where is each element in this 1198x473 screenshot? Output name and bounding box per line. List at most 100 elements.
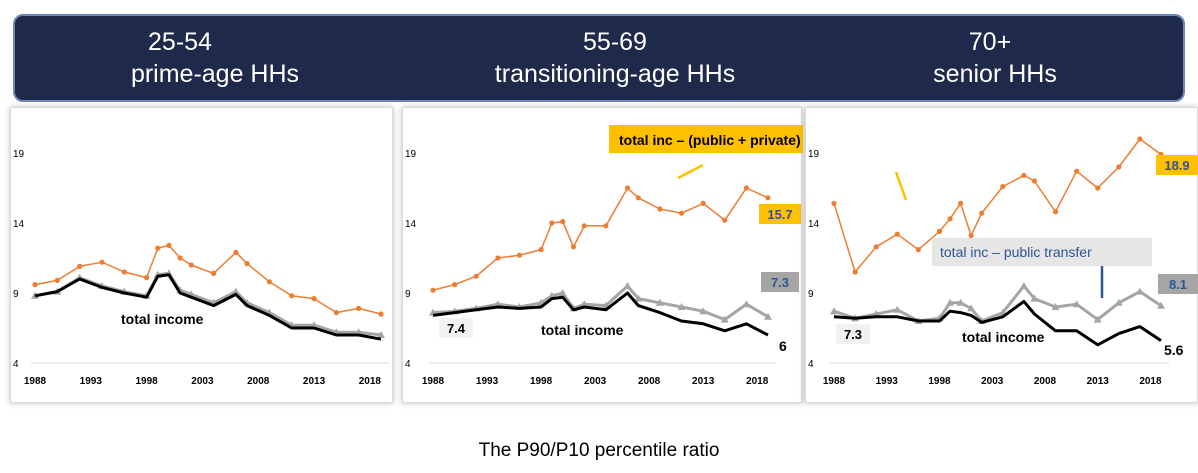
orange-series-point (99, 259, 105, 265)
orange-series-point (570, 244, 577, 250)
x-tick-label: 2008 (1034, 376, 1057, 387)
orange-series-point (1052, 209, 1059, 215)
orange-series-point (144, 275, 150, 281)
orange-series-point (538, 247, 544, 253)
chart-transitioning-age: 4 9 14 19 1988 1993 1998 2003 2008 2013 2018 total … (405, 125, 931, 387)
x-tick-label: 2018 (1139, 376, 1162, 387)
orange-series-point (311, 296, 317, 302)
orange-series-point (1031, 178, 1038, 184)
group-age-range: 25-54 (148, 28, 212, 56)
y-tick-label: 4 (13, 359, 19, 370)
y-tick-label: 14 (808, 219, 820, 230)
group-label: senior HHs (933, 60, 1057, 88)
orange-series-point (1137, 136, 1143, 142)
gray-series-point (377, 331, 385, 338)
x-tick-label: 1993 (80, 376, 103, 387)
callout-arrow (894, 171, 908, 201)
group-label: prime-age HHs (130, 60, 300, 88)
orange-series-line (432, 187, 769, 291)
group-age-range: 70+ (968, 28, 1012, 56)
orange-series-point (155, 245, 161, 251)
gray-series-point (1114, 298, 1123, 306)
orange-series-point (915, 247, 921, 253)
gray-series-point (231, 287, 240, 295)
gray-series-point (742, 300, 751, 308)
x-tick-label: 2003 (584, 376, 607, 387)
start-value-black-box (439, 318, 473, 338)
orange-series-point (356, 305, 362, 311)
start-value-black: 7.3 (844, 327, 862, 342)
gray-series-point (634, 294, 643, 302)
end-value-orange: 15.7 (767, 207, 792, 222)
gray-series-point (967, 304, 976, 312)
gray-series-point (677, 303, 686, 310)
gray-series-point (893, 305, 902, 313)
group-heading-transitioning-age: 55-69 transitioning-age HHs (475, 26, 755, 90)
orange-series-point (1095, 185, 1101, 191)
gray-series-point (946, 298, 955, 306)
gray-series-point (1051, 303, 1060, 310)
end-value-black: 6 (779, 338, 787, 354)
end-value-gray: 7.3 (771, 275, 789, 290)
transfer-callout-label: total inc – (public + private) transfer (619, 132, 803, 148)
orange-series-point (678, 210, 685, 216)
gray-series-point (830, 307, 838, 315)
group-heading-senior: 70+ senior HHs (895, 26, 1095, 90)
orange-series-point (603, 223, 609, 229)
orange-series-point (54, 277, 60, 283)
x-tick-label: 1993 (876, 376, 899, 387)
orange-series-point (635, 195, 641, 201)
end-value-black: 5.6 (1164, 342, 1184, 358)
x-tick-label: 1988 (422, 376, 445, 387)
end-value-gray-box (761, 272, 799, 292)
orange-series-point (852, 269, 858, 275)
end-value-orange-box (759, 204, 801, 224)
x-tick-label: 1988 (823, 376, 846, 387)
y-tick-label: 4 (405, 359, 411, 370)
orange-series-point (1074, 168, 1080, 174)
y-tick-label: 4 (808, 359, 814, 370)
orange-series-point (166, 242, 172, 248)
gray-series-point (872, 310, 881, 317)
orange-series-point (947, 216, 953, 222)
orange-series-point (452, 282, 458, 288)
x-tick-label: 2018 (746, 376, 769, 387)
orange-series-point (968, 233, 974, 239)
orange-series-point (378, 311, 384, 317)
x-tick-label: 2008 (247, 376, 270, 387)
orange-series-point (244, 261, 250, 267)
orange-series-point (233, 249, 239, 255)
orange-series-point (1021, 172, 1027, 178)
x-tick-label: 2003 (191, 376, 214, 387)
y-tick-label: 14 (13, 219, 25, 230)
gray-series-point (1157, 301, 1165, 309)
y-tick-label: 9 (405, 289, 411, 300)
x-tick-label: 2008 (638, 376, 661, 387)
orange-series-point (266, 279, 272, 285)
gray-series-point (764, 312, 772, 320)
x-tick-label: 2013 (1087, 376, 1110, 387)
age-group-banner: 25-54 prime-age HHs 55-69 transitioning-… (13, 14, 1185, 102)
group-heading-prime-age: 25-54 prime-age HHs (95, 26, 335, 90)
x-tick-label: 1998 (530, 376, 553, 387)
x-tick-label: 2013 (692, 376, 715, 387)
gray-series-point (310, 321, 319, 329)
y-tick-label: 19 (13, 149, 25, 160)
x-tick-label: 1993 (476, 376, 499, 387)
orange-series-point (121, 269, 127, 275)
orange-series-point (722, 217, 728, 223)
y-tick-label: 9 (808, 289, 814, 300)
chart-panel-prime-age: 4 9 14 19 1988 1993 1998 2003 2008 2013 2018 total … (10, 107, 393, 403)
y-tick-label: 19 (808, 149, 820, 160)
chart-panel-senior: 4 9 14 19 1988 1993 1998 2003 2008 2013 2018 18.9 to… (805, 107, 1198, 403)
public-transfer-callout-label: total inc – public transfer (940, 244, 1092, 260)
orange-series-point (177, 255, 183, 261)
orange-series-point (979, 210, 985, 216)
orange-series-point (516, 252, 523, 258)
orange-series-point (430, 287, 436, 293)
start-value-black: 7.4 (447, 321, 466, 336)
orange-series-point (581, 223, 587, 229)
orange-series-point (657, 206, 663, 212)
orange-series-point (936, 228, 943, 234)
x-tick-label: 2003 (981, 376, 1004, 387)
